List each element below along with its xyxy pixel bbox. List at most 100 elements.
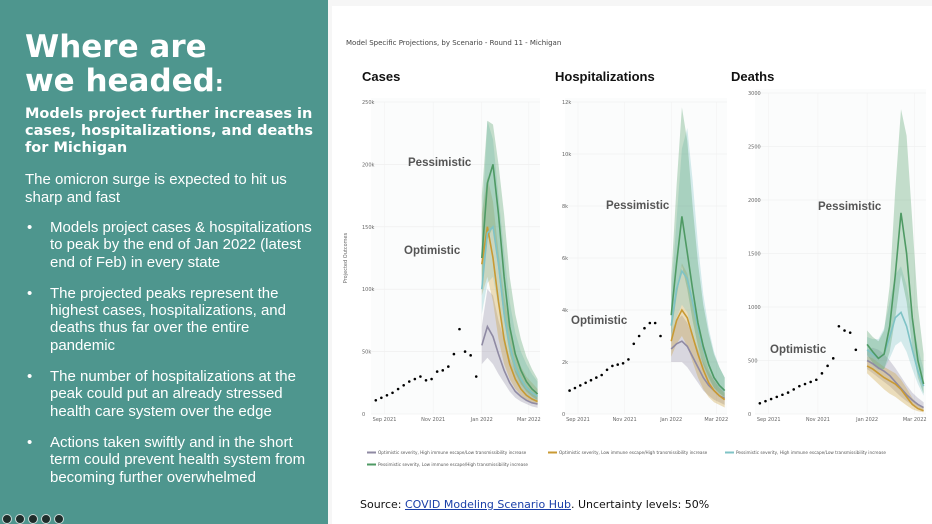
x-tick-label: Sep 2021 [373, 417, 397, 423]
x-tick-label: Nov 2021 [613, 417, 637, 423]
observed-point [578, 384, 582, 387]
observed-point [419, 375, 422, 378]
band-pessimistic-low-escape [671, 107, 725, 398]
observed-point [474, 375, 478, 378]
legend-label: Pessimistic severity, Low immune escape/… [378, 462, 528, 467]
bullet-marker: • [27, 284, 33, 302]
series-line-pessimistic-low-escape [866, 212, 925, 385]
annotation-pessimistic: Pessimistic [818, 201, 882, 213]
annotation-optimistic: Optimistic [571, 315, 628, 327]
y-axis-label: Projected Outcomes [343, 232, 349, 283]
source-line: Source: COVID Modeling Scenario Hub. Unc… [360, 498, 709, 511]
y-tick-label: 500 [748, 359, 758, 365]
observed-point [435, 370, 439, 373]
source-suffix: . Uncertainty levels: 50% [570, 498, 710, 511]
observed-point [843, 329, 846, 332]
y-tick-label: 50k [362, 350, 371, 356]
chart-title: Deaths [731, 69, 774, 84]
y-tick-label: 8k [562, 204, 568, 210]
observed-point [611, 364, 614, 368]
observed-point [758, 402, 762, 405]
observed-point [402, 383, 405, 387]
series-line-optimistic-low-escape [481, 226, 538, 403]
observed-point [826, 364, 829, 368]
y-tick-label: 0 [748, 412, 751, 418]
legend-item: Optimistic severity, High immune escape/… [367, 450, 527, 455]
legend-item: Pessimistic severity, High immune escape… [725, 450, 886, 455]
observed-point [815, 378, 818, 382]
observed-point [447, 365, 450, 368]
y-tick-label: 0 [562, 412, 565, 418]
observed-point [589, 378, 593, 382]
observed-point [463, 350, 467, 353]
bullet-item: • The projected peaks represent the highe… [25, 285, 317, 354]
observed-point [632, 342, 636, 346]
chart-hospitalizations: 0 2k 4k 6k 8k 10k 12k Sep 2021 Nov 2021 Jan 2022 M… [555, 69, 728, 423]
y-tick-label: 12k [562, 100, 571, 106]
y-tick-label: 2k [562, 360, 568, 366]
bullet-text: The projected peaks represent the highes… [50, 284, 286, 354]
bullet-marker: • [27, 368, 33, 386]
source-link[interactable]: COVID Modeling Scenario Hub [404, 498, 571, 511]
observed-point [643, 326, 646, 330]
observed-point [621, 362, 625, 365]
observed-point [659, 334, 662, 338]
observed-point [396, 387, 400, 391]
x-tick-label: Sep 2021 [566, 417, 590, 423]
slide-subtitle: Models project further increases in case… [25, 106, 313, 156]
observed-point [786, 391, 790, 394]
observed-point [458, 327, 461, 331]
x-tick-label: Sep 2021 [757, 417, 781, 423]
bullet-text: Actions taken swiftly and in the short t… [50, 433, 306, 486]
bullet-item: • Models project cases & hospitalizations… [25, 219, 317, 271]
observed-point [648, 321, 652, 325]
observed-point [568, 389, 571, 392]
chart-title: Hospitalizations [555, 69, 655, 84]
x-tick-label: Nov 2021 [806, 417, 830, 423]
observed-point [627, 358, 630, 361]
plot-area [371, 98, 540, 414]
bullet-list: • Models project cases & hospitalizations… [25, 219, 317, 500]
observed-point [584, 381, 587, 385]
observed-point [764, 399, 767, 403]
observed-point [653, 321, 657, 325]
x-tick-label: Jan 2022 [470, 417, 493, 423]
band-pessimistic-low-escape [867, 109, 924, 394]
chart-panel-header: Model Specific Projections, by Scenario … [346, 39, 561, 47]
annotation-pessimistic: Pessimistic [408, 157, 472, 169]
observed-point [573, 386, 577, 390]
band-optimistic-high-escape [867, 347, 924, 411]
observed-point [430, 377, 433, 381]
slide-title-line2: we headed [25, 63, 215, 99]
y-tick-label: 2500 [748, 145, 761, 151]
slide-title-line1: Where are [25, 29, 207, 65]
x-tick-label: Jan 2022 [659, 417, 682, 423]
legend: Optimistic severity, High immune escape/… [367, 450, 886, 467]
x-tick-label: Nov 2021 [421, 417, 445, 423]
legend-label: Optimistic severity, High immune escape/… [378, 450, 527, 455]
y-tick-label: 10k [562, 152, 571, 158]
y-tick-label: 150k [362, 225, 375, 231]
y-tick-label: 0 [362, 412, 365, 418]
observed-point [385, 393, 389, 397]
annotation-optimistic: Optimistic [770, 344, 827, 356]
observed-point [854, 348, 858, 352]
y-tick-label: 1500 [748, 252, 761, 258]
y-tick-label: 3000 [748, 91, 761, 97]
legend-item: Optimistic severity, Low immune escape/H… [548, 450, 708, 455]
x-tick-label: Jan 2022 [855, 417, 878, 423]
band-optimistic-high-escape [481, 289, 538, 408]
observed-point [803, 382, 807, 386]
band-optimistic-high-escape [671, 315, 725, 405]
band-pessimistic-high-escape [867, 266, 924, 396]
chart-title: Cases [362, 69, 400, 84]
observed-point [441, 369, 445, 372]
series-line-optimistic-high-escape [866, 359, 924, 409]
observed-point [792, 388, 796, 391]
source-prefix: Source: [360, 498, 405, 511]
observed-point [637, 334, 641, 338]
observed-point [374, 398, 378, 402]
observed-point [769, 397, 773, 401]
observed-point [380, 396, 383, 400]
x-tick-label: Mar 2022 [903, 417, 927, 423]
